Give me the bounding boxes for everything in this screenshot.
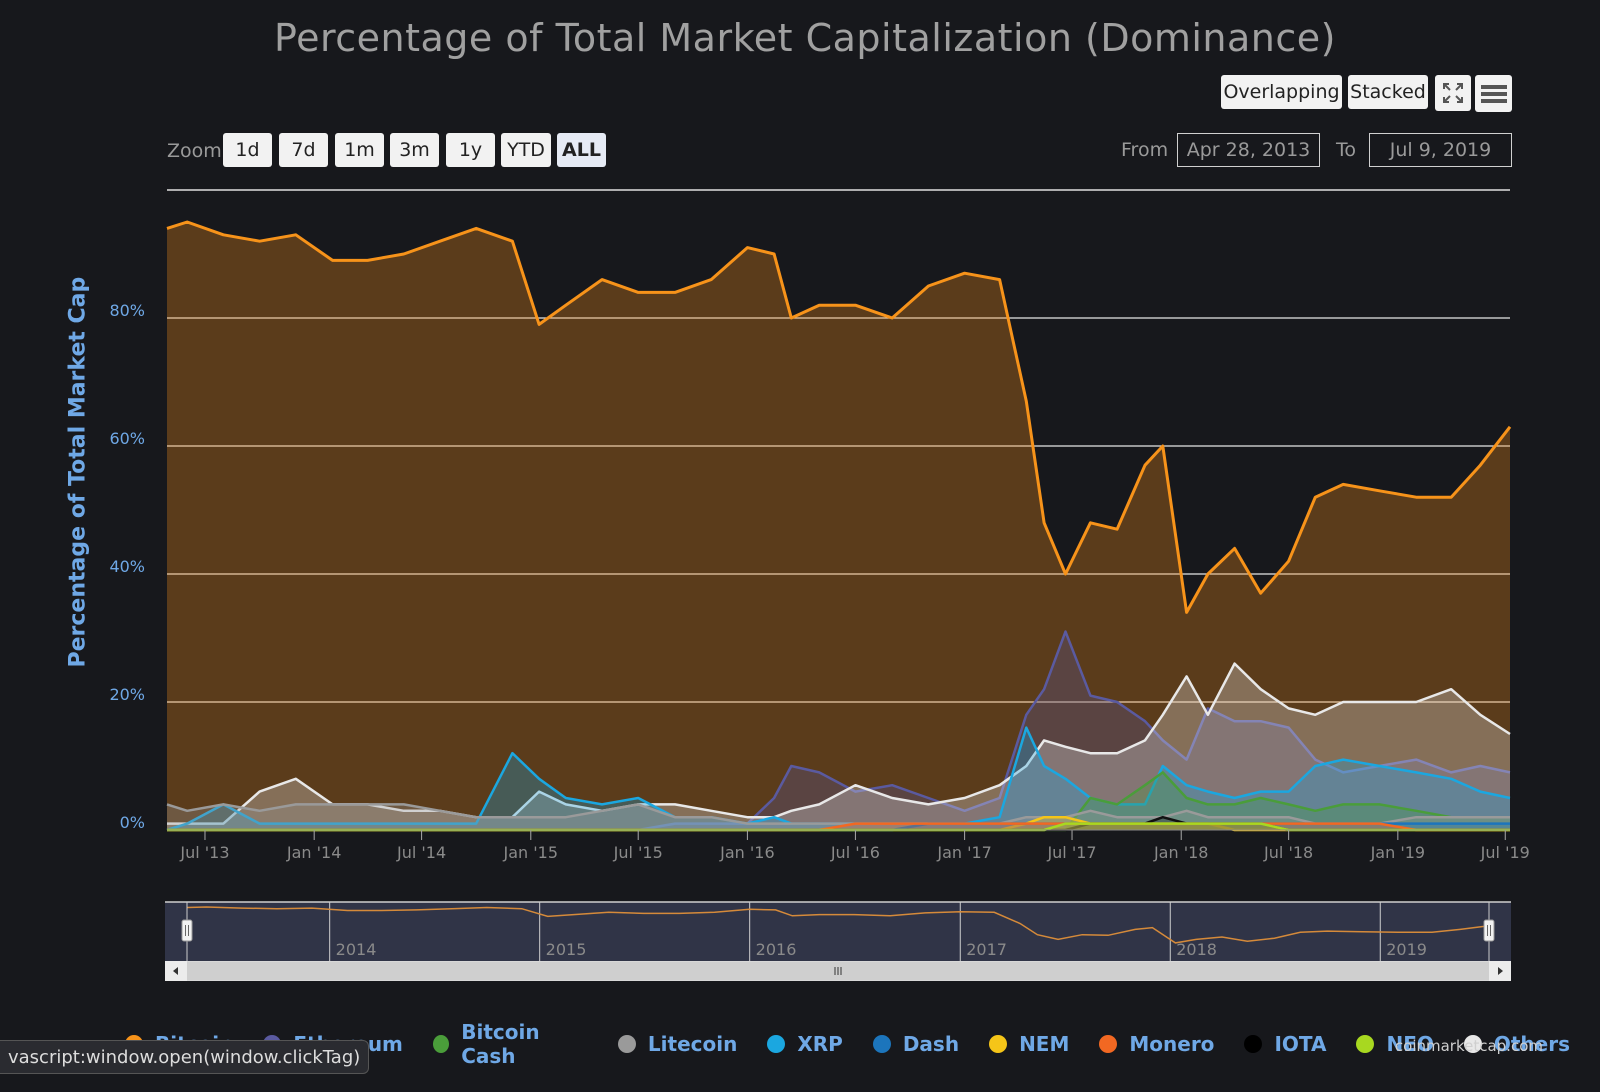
series-area-bitcoin <box>167 222 1510 830</box>
legend-item-iota[interactable]: IOTA <box>1244 1020 1326 1068</box>
legend-item-nem[interactable]: NEM <box>989 1020 1069 1068</box>
x-tick-label: Jul '17 <box>1046 843 1096 862</box>
legend-label: IOTA <box>1274 1032 1327 1056</box>
series-area-others <box>167 663 1510 830</box>
chart-title: Percentage of Total Market Capitalizatio… <box>274 16 1336 60</box>
zoom-1y-button[interactable]: 1y <box>446 133 495 167</box>
x-tick-label: Jan '16 <box>719 843 775 862</box>
legend-item-bitcoin-cash[interactable]: Bitcoin Cash <box>432 1020 588 1068</box>
legend-marker-icon <box>1244 1035 1263 1053</box>
navigator-year-label: 2017 <box>966 940 1007 959</box>
credit-link[interactable]: coinmarketcap.com <box>1394 1037 1543 1055</box>
x-tick-label: Jul '19 <box>1480 843 1530 862</box>
x-tick-label: Jul '14 <box>396 843 446 862</box>
zoom-1m-button[interactable]: 1m <box>335 133 384 167</box>
series-area-neo <box>167 823 1510 830</box>
legend-item-neo[interactable]: NEO <box>1356 1020 1434 1068</box>
navigator-selected-range[interactable] <box>165 902 1511 961</box>
x-tick-label: Jul '15 <box>613 843 663 862</box>
x-tick-label: Jan '18 <box>1153 843 1209 862</box>
navigator-year-label: 2014 <box>336 940 377 959</box>
legend-marker-icon <box>872 1035 891 1053</box>
to-label: To <box>1336 139 1357 161</box>
legend-item-others[interactable]: Others <box>1463 1020 1570 1068</box>
legend-marker-icon <box>1099 1035 1118 1053</box>
legend-item-litecoin[interactable]: Litecoin <box>617 1020 738 1068</box>
y-tick-label: 0% <box>120 813 145 832</box>
y-tick-label: 80% <box>109 301 145 320</box>
y-tick-label: 40% <box>109 557 145 576</box>
from-date-input[interactable]: Apr 28, 2013 <box>1177 133 1320 167</box>
navigator-year-label: 2016 <box>756 940 797 959</box>
from-label: From <box>1121 139 1169 161</box>
legend-label: XRP <box>797 1032 843 1056</box>
dominance-chart: 0% 20% 40% 60% 80% Jul '13 Jan '14 Jul '14 Jan … <box>109 189 1530 862</box>
series-area-bitcoin-cash <box>167 772 1510 830</box>
legend-marker-icon <box>1463 1035 1482 1053</box>
x-tick-label: Jan '17 <box>936 843 992 862</box>
series-area-ethereum <box>167 631 1510 830</box>
series-line-others[interactable] <box>167 662 1511 825</box>
zoom-label: Zoom <box>167 140 222 162</box>
legend-label: NEO <box>1386 1032 1434 1056</box>
legend-marker-icon <box>432 1035 450 1053</box>
x-tick-label: Jul '16 <box>830 843 880 862</box>
navigator-year-label: 2019 <box>1386 940 1427 959</box>
navigator-series-line <box>186 906 1490 944</box>
overlapping-button[interactable]: Overlapping <box>1221 75 1342 109</box>
navigator-left-handle[interactable] <box>181 919 193 942</box>
x-tick-label: Jul '18 <box>1263 843 1313 862</box>
x-tick-label: Jan '15 <box>503 843 559 862</box>
navigator-right-handle[interactable] <box>1483 919 1495 942</box>
status-bar: vascript:window.open(window.clickTag) <box>0 1040 370 1074</box>
navigator-year-label: 2015 <box>546 940 587 959</box>
zoom-ytd-button[interactable]: YTD <box>501 133 551 167</box>
navigator-year-label: 2018 <box>1176 940 1217 959</box>
series-line-bitcoin[interactable] <box>166 220 1512 614</box>
legend-marker-icon <box>617 1035 636 1053</box>
legend-label: NEM <box>1019 1032 1070 1056</box>
legend-item-dash[interactable]: Dash <box>872 1020 960 1068</box>
series-area-xrp <box>167 727 1510 830</box>
legend-label: Others <box>1493 1032 1570 1056</box>
fullscreen-button[interactable] <box>1435 75 1471 111</box>
zoom-all-button[interactable]: ALL <box>557 133 606 167</box>
legend-label: Bitcoin Cash <box>461 1020 540 1068</box>
zoom-1d-button[interactable]: 1d <box>223 133 272 167</box>
legend-label: Monero <box>1129 1032 1215 1056</box>
fullscreen-icon <box>1443 83 1463 103</box>
legend-label: Litecoin <box>647 1032 738 1056</box>
arrow-left-icon <box>173 967 178 975</box>
legend-item-monero[interactable]: Monero <box>1099 1020 1214 1068</box>
y-tick-label: 20% <box>109 685 145 704</box>
menu-button[interactable] <box>1475 75 1512 112</box>
zoom-7d-button[interactable]: 7d <box>279 133 328 167</box>
zoom-3m-button[interactable]: 3m <box>390 133 439 167</box>
legend-marker-icon <box>989 1035 1008 1053</box>
legend-marker-icon <box>1356 1035 1375 1053</box>
series-area-nem <box>167 817 1510 830</box>
x-tick-label: Jan '14 <box>286 843 342 862</box>
y-tick-label: 60% <box>109 429 145 448</box>
range-navigator[interactable]: 2014 2015 2016 2017 2018 2019 <box>0 885 1600 995</box>
legend-item-xrp[interactable]: XRP <box>767 1020 843 1068</box>
arrow-right-icon <box>1498 967 1503 975</box>
legend-label: Dash <box>902 1032 960 1056</box>
series-area-dash <box>167 823 1510 830</box>
x-tick-label: Jul '13 <box>179 843 229 862</box>
hamburger-menu-icon <box>1480 84 1507 103</box>
legend-marker-icon <box>767 1035 786 1053</box>
x-tick-label: Jan '19 <box>1370 843 1426 862</box>
to-date-input[interactable]: Jul 9, 2019 <box>1369 133 1512 167</box>
stacked-button[interactable]: Stacked <box>1348 75 1428 109</box>
